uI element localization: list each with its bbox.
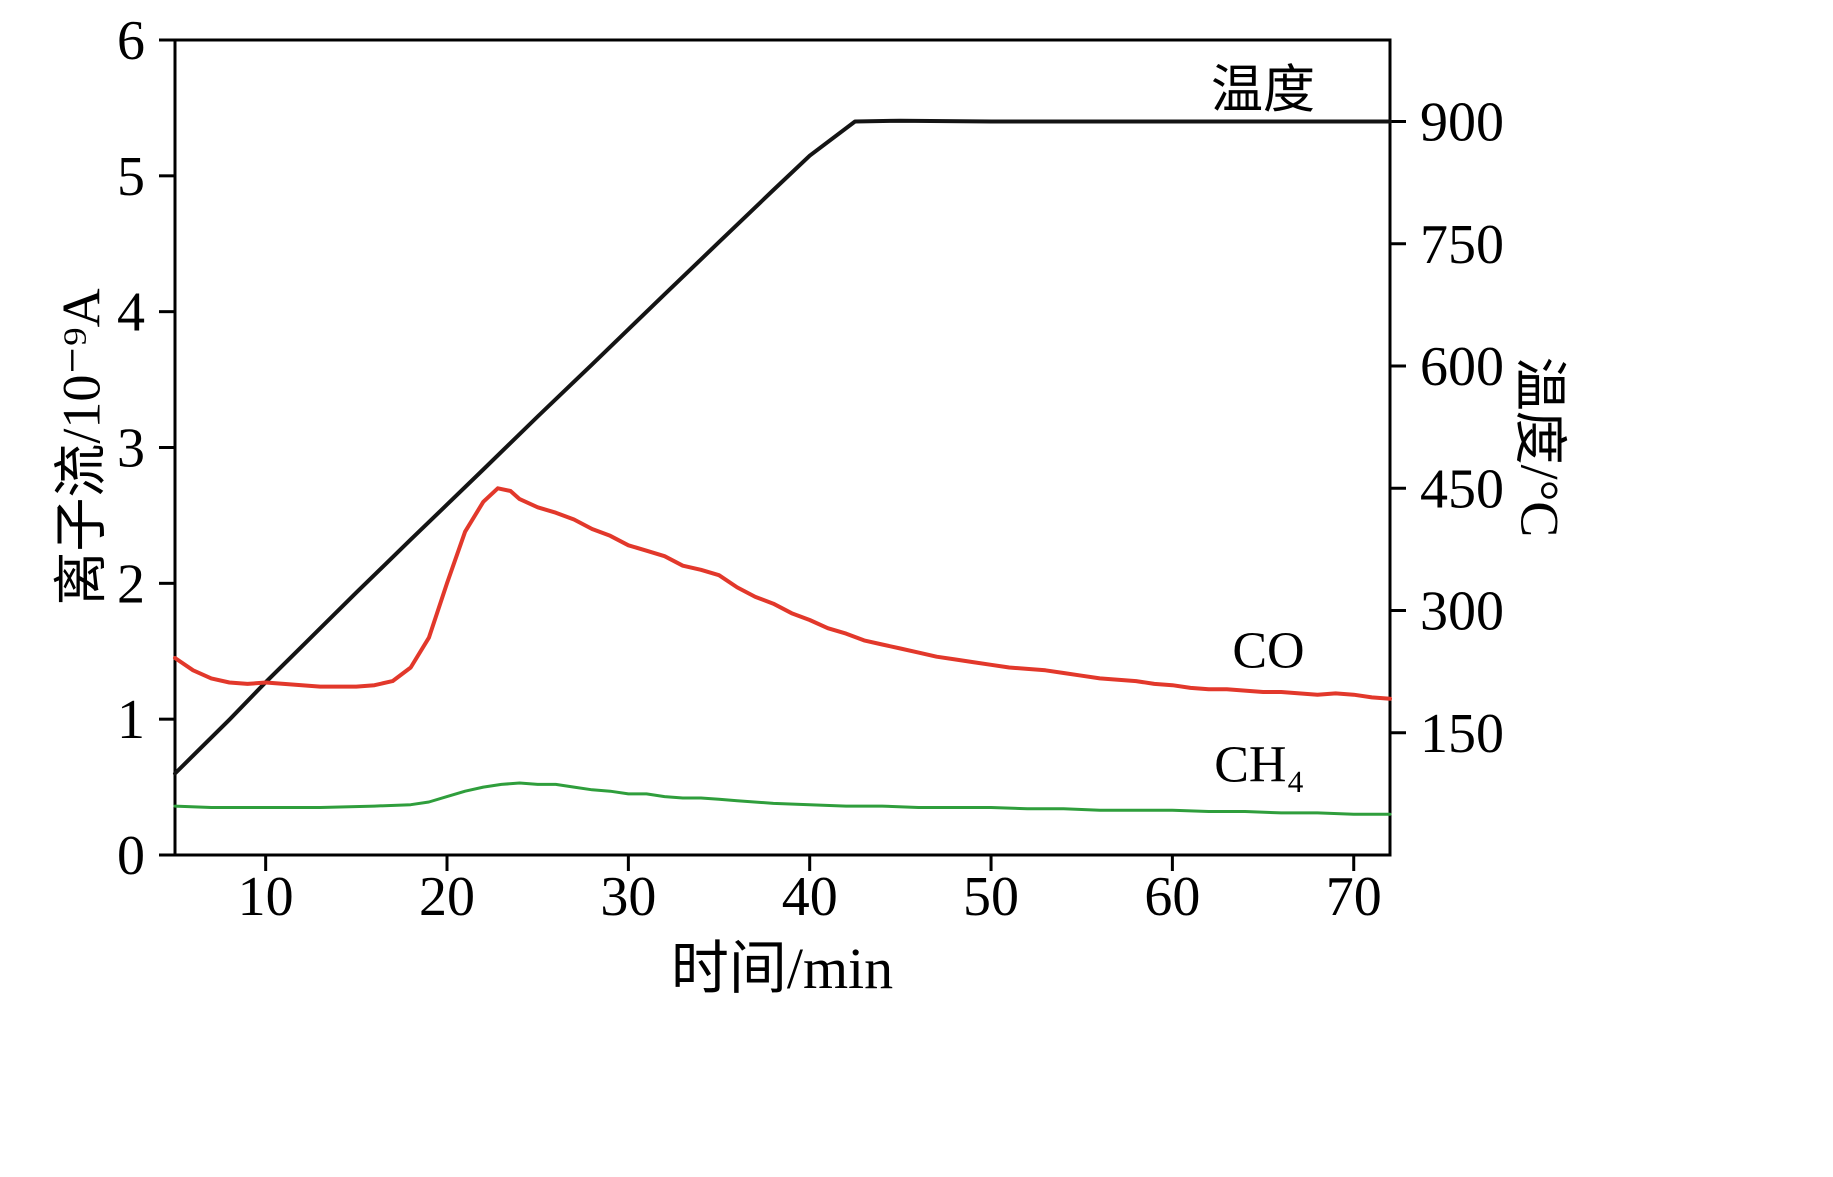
plot-frame xyxy=(173,38,1392,857)
x-axis-tick-label: 20 xyxy=(419,866,475,928)
series-label-ch4: CH₄ xyxy=(1214,736,1305,794)
x-axis-tick-label: 50 xyxy=(963,866,1019,928)
series-line-ch4 xyxy=(173,781,1392,816)
x-axis-tick-label: 10 xyxy=(238,866,294,928)
x-axis-tick-label: 70 xyxy=(1326,866,1382,928)
x-axis-tick-label: 30 xyxy=(600,866,656,928)
y-right-axis-title: 温度/°C xyxy=(1509,356,1570,538)
y-right-axis-tick-label: 450 xyxy=(1420,458,1504,520)
y-right-axis-tick-label: 750 xyxy=(1420,214,1504,276)
series-label-co: CO xyxy=(1232,622,1305,680)
y-left-axis-tick-label: 1 xyxy=(117,689,145,751)
series-line-co xyxy=(173,486,1392,701)
y-left-axis-tick-label: 6 xyxy=(117,10,145,72)
series-line-temperature xyxy=(173,118,1392,776)
y-left-axis-tick-label: 2 xyxy=(117,553,145,615)
y-right-axis-tick-label: 600 xyxy=(1420,336,1504,398)
y-right-axis-tick-label: 300 xyxy=(1420,581,1504,643)
x-axis-title: 时间/min xyxy=(670,936,894,1001)
y-left-axis-tick-label: 3 xyxy=(117,418,145,480)
x-axis-tick-label: 40 xyxy=(782,866,838,928)
y-right-axis-tick-label: 150 xyxy=(1420,703,1504,765)
y-left-axis-tick-label: 4 xyxy=(117,282,145,344)
y-left-axis-tick-label: 0 xyxy=(117,825,145,887)
y-left-axis-title: 离子流/10⁻⁹A xyxy=(51,288,112,606)
series-label-temperature: 温度 xyxy=(1211,62,1316,120)
x-axis-tick-label: 60 xyxy=(1144,866,1200,928)
y-left-axis-tick-label: 5 xyxy=(117,146,145,208)
y-right-axis-tick-label: 900 xyxy=(1420,92,1504,154)
